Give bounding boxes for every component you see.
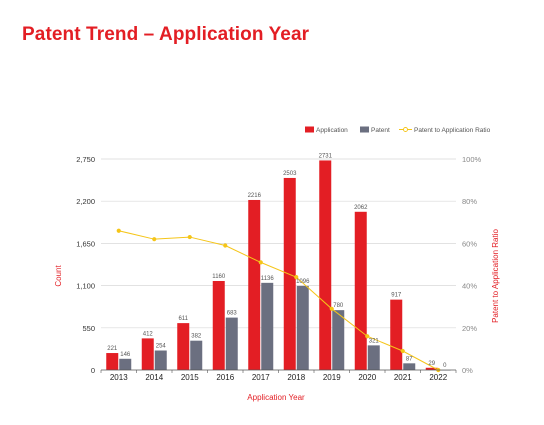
data-label-patent: 683	[227, 311, 238, 317]
x-axis-label: Application Year	[247, 393, 305, 402]
data-label-patent: 382	[191, 334, 202, 340]
legend: Application Patent Patent to Application R…	[305, 126, 491, 134]
legend-swatch-ratio-marker	[403, 127, 408, 132]
bar-application	[177, 323, 190, 370]
legend-label-application: Application	[316, 127, 348, 134]
bar-patent	[296, 285, 309, 370]
bars	[106, 160, 451, 371]
bar-patent	[190, 340, 203, 370]
bar-application	[425, 367, 438, 370]
y-tick-label: 2,200	[76, 197, 95, 206]
y-tick-label: 1,650	[76, 239, 95, 248]
data-label-application: 2503	[283, 171, 297, 177]
y-tick-label: 550	[82, 324, 95, 333]
bar-application	[248, 199, 261, 370]
bar-application	[390, 299, 403, 370]
legend-swatch-application	[305, 126, 314, 133]
y2-tick-label: 100%	[462, 155, 482, 164]
x-tick-label: 2014	[145, 373, 163, 382]
x-tick-label: 2018	[287, 373, 305, 382]
y2-tick-label: 80%	[462, 197, 477, 206]
bar-application	[141, 338, 154, 370]
ratio-point	[400, 348, 405, 354]
bar-application	[212, 280, 225, 370]
data-label-application: 2062	[354, 205, 368, 211]
y2-tick-label: 40%	[462, 282, 477, 291]
x-tick-label: 2022	[429, 373, 447, 382]
ratio-point	[329, 306, 334, 311]
bar-patent	[332, 310, 345, 370]
data-label-patent: 780	[333, 303, 344, 309]
ratio-point	[294, 275, 299, 280]
y2-tick-label: 0%	[462, 366, 473, 375]
x-tick-label: 2016	[216, 373, 234, 382]
gridlines	[101, 158, 456, 329]
data-label-patent: 1096	[296, 279, 310, 285]
ratio-point	[223, 243, 228, 248]
data-label-patent: 254	[156, 344, 167, 350]
data-label-application: 29	[428, 361, 435, 367]
ratio-series-line	[118, 230, 439, 371]
legend-label-patent: Patent	[371, 127, 390, 134]
data-label-application: 2216	[248, 193, 262, 199]
data-label-application: 1160	[212, 274, 226, 280]
y2-axis-label: Patent to Application Ratio	[491, 229, 500, 323]
bar-application	[106, 353, 119, 370]
axes: 0 550 1,100 1,650 2,200 2,750 0% 20% 40% 60% 80% 10…	[76, 155, 481, 382]
ratio-point	[116, 228, 121, 233]
bar-patent	[225, 317, 238, 370]
bar-patent	[119, 358, 132, 370]
bar-patent	[261, 282, 274, 370]
bar-application	[319, 160, 332, 370]
bar-application	[354, 211, 367, 370]
y2-tick-label: 60%	[462, 239, 477, 248]
data-label-patent: 146	[120, 352, 131, 358]
legend-label-ratio: Patent to Application Ratio	[414, 127, 491, 134]
y-tick-label: 2,750	[76, 155, 95, 164]
x-tick-label: 2017	[252, 373, 270, 382]
y-tick-label: 0	[91, 366, 95, 375]
ratio-point	[365, 334, 370, 339]
data-label-patent: 321	[369, 338, 380, 344]
data-label-patent: 87	[406, 356, 413, 362]
data-label-application: 2731	[319, 153, 333, 159]
x-tick-label: 2019	[323, 373, 341, 382]
page-title: Patent Trend – Application Year	[22, 24, 310, 45]
ratio-point	[187, 234, 192, 240]
y-axis-label: Count	[54, 265, 63, 287]
x-tick-label: 2015	[181, 373, 199, 382]
data-label-patent: 1136	[261, 276, 275, 282]
ratio-point	[258, 260, 263, 265]
data-label-application: 412	[143, 331, 154, 337]
data-label-application: 917	[391, 293, 402, 299]
y2-tick-label: 20%	[462, 324, 477, 333]
bar-patent	[403, 363, 416, 370]
data-label-application: 611	[178, 316, 188, 322]
x-tick-label: 2021	[394, 373, 412, 382]
x-tick-label: 2020	[358, 373, 376, 382]
x-tick-label: 2013	[110, 373, 128, 382]
data-label-patent: 0	[443, 363, 447, 369]
legend-swatch-patent	[360, 126, 369, 133]
ratio-point	[152, 237, 157, 242]
bar-patent	[154, 350, 167, 370]
bar-patent	[367, 345, 380, 370]
y-tick-label: 1,100	[76, 282, 95, 291]
data-label-application: 221	[107, 346, 118, 352]
